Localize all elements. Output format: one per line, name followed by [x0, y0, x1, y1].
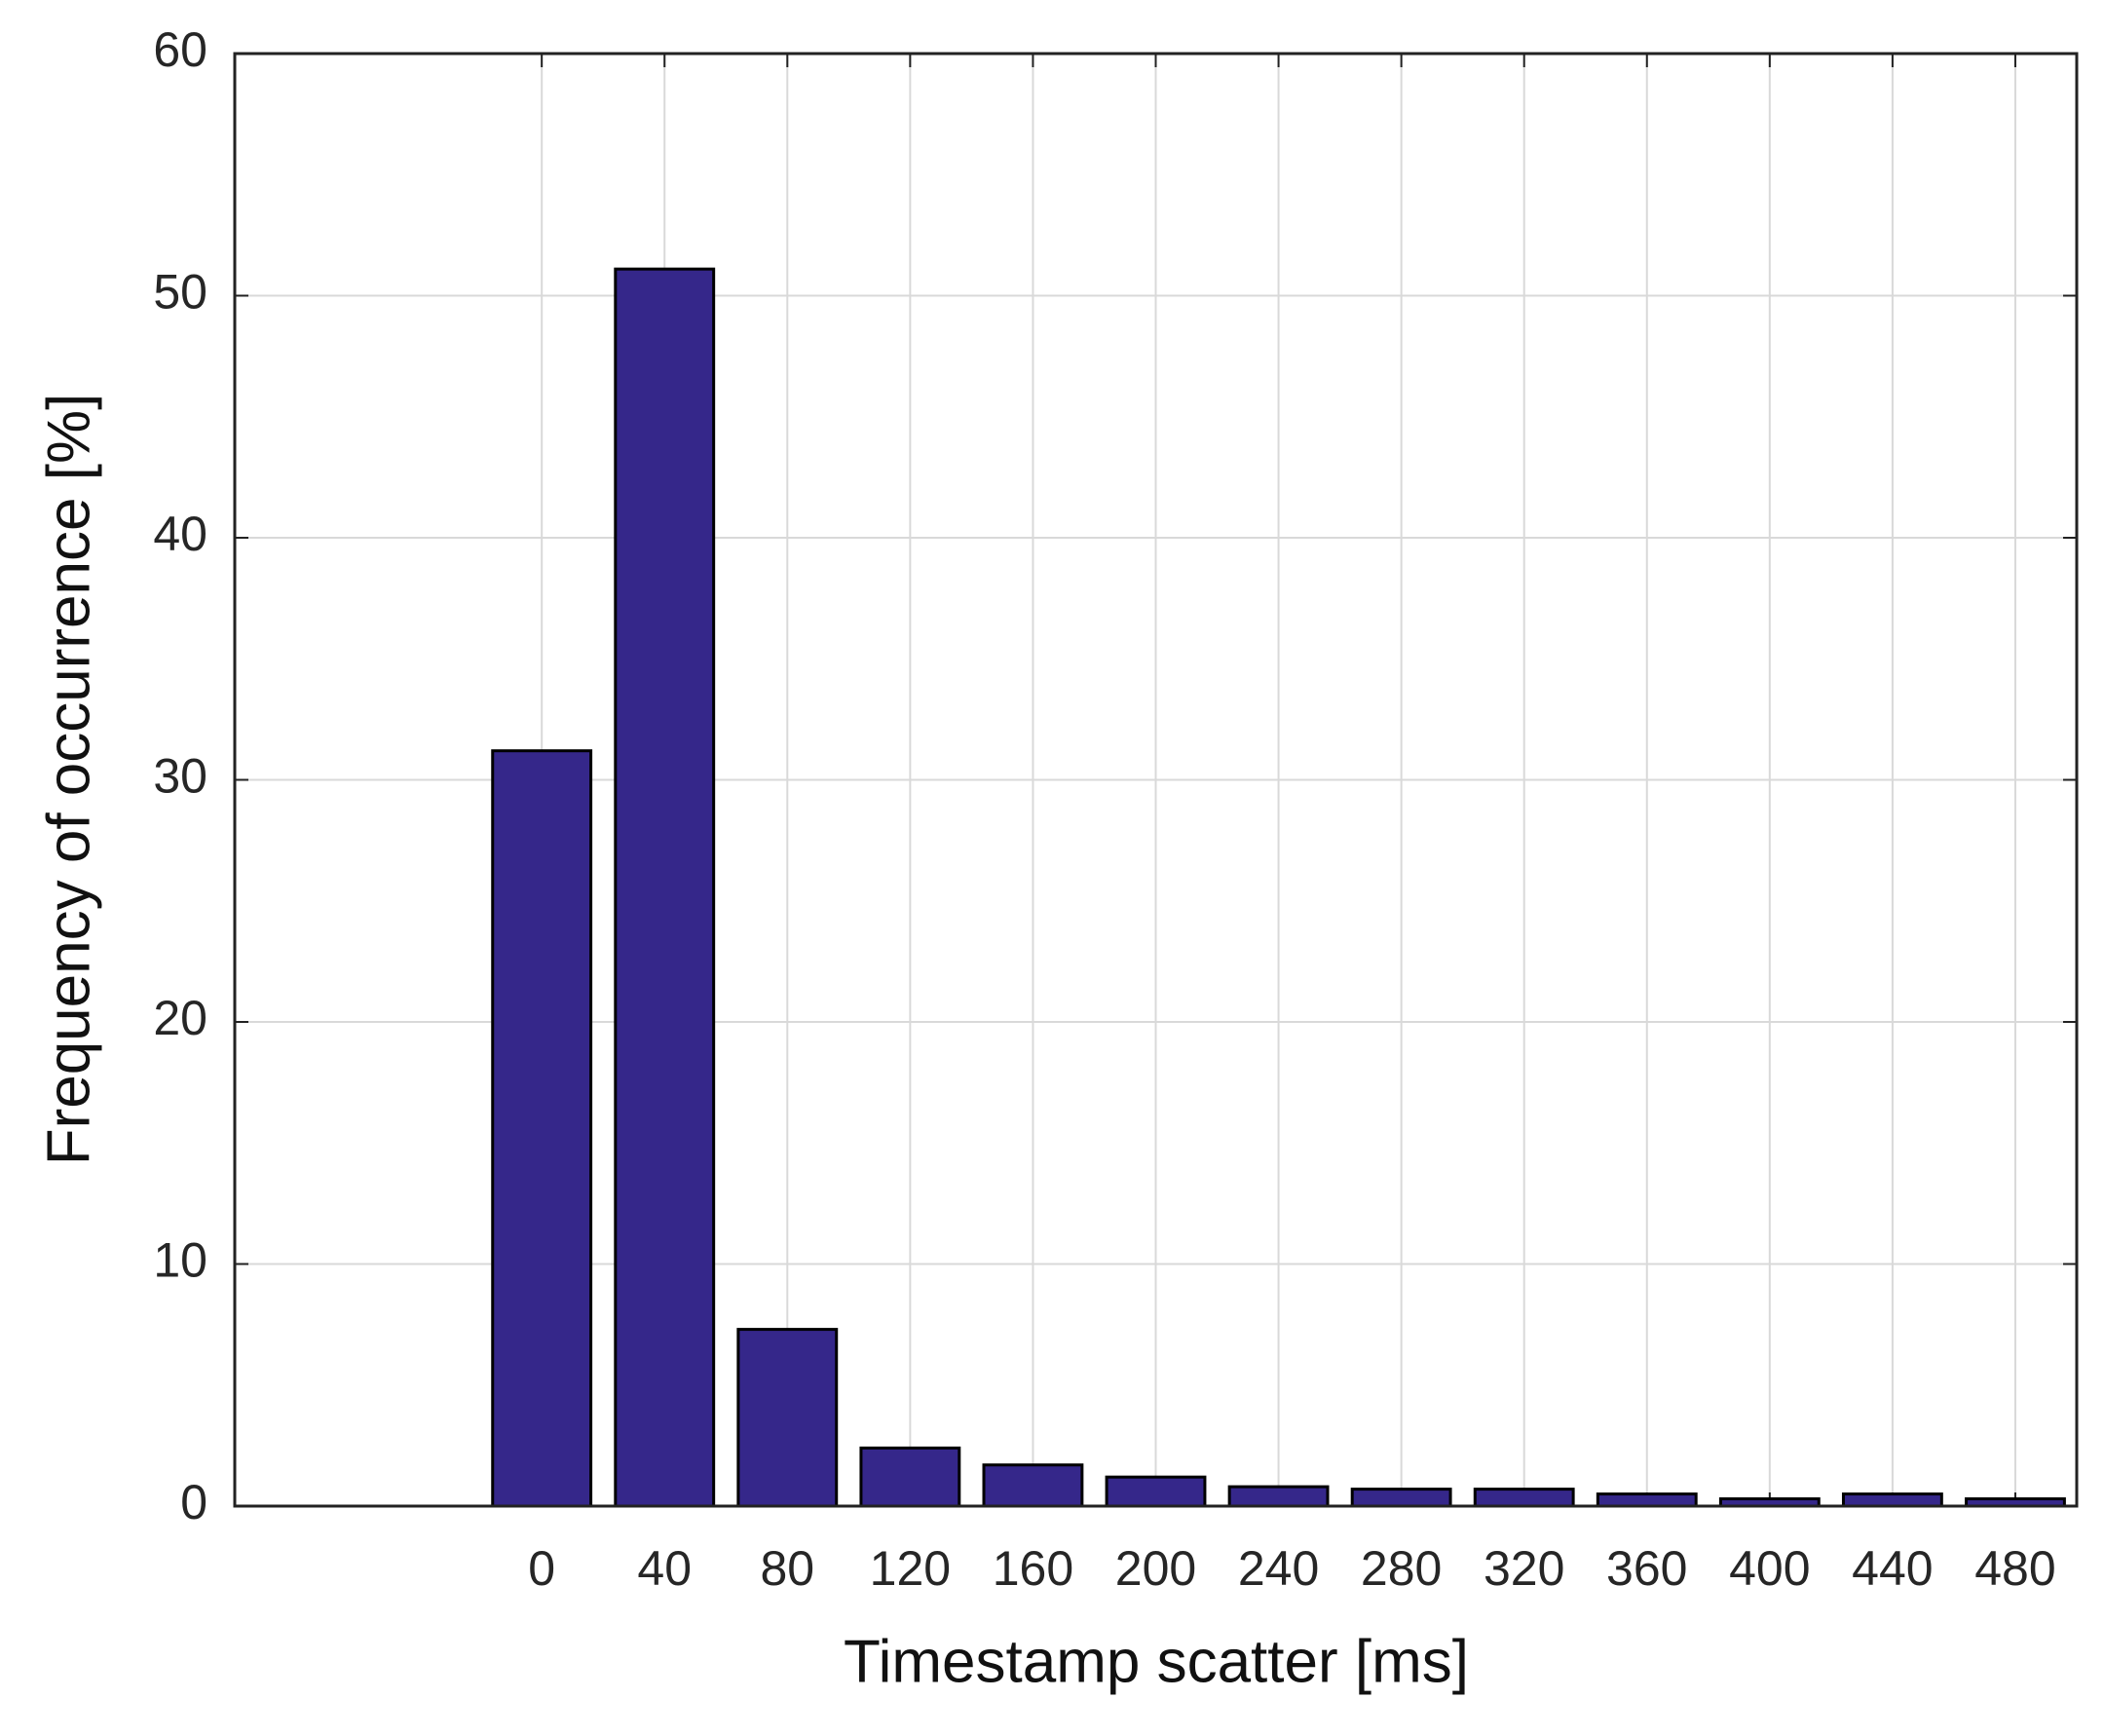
bar — [1227, 1485, 1330, 1508]
x-tick-label: 240 — [1238, 1541, 1319, 1596]
x-tick-label: 80 — [760, 1541, 814, 1596]
x-tick-label: 160 — [993, 1541, 1073, 1596]
bar — [736, 1328, 839, 1508]
x-tick-label: 280 — [1361, 1541, 1442, 1596]
y-tick-label: 0 — [180, 1475, 207, 1529]
bar — [1473, 1488, 1575, 1508]
bar — [1841, 1492, 1943, 1508]
y-tick-label: 60 — [153, 22, 207, 77]
bar — [1350, 1488, 1452, 1508]
x-tick-label: 400 — [1729, 1541, 1810, 1596]
y-tick-label: 20 — [153, 991, 207, 1045]
x-tick-label: 480 — [1974, 1541, 2055, 1596]
plot-frame — [233, 52, 2079, 1508]
x-tick-label: 0 — [528, 1541, 555, 1596]
y-tick-label: 50 — [153, 265, 207, 320]
x-tick-label: 40 — [637, 1541, 692, 1596]
x-tick-label: 360 — [1606, 1541, 1687, 1596]
y-axis-title: Frequency of occurrence [%] — [35, 394, 102, 1166]
x-tick-label: 200 — [1115, 1541, 1196, 1596]
x-tick-label: 320 — [1484, 1541, 1564, 1596]
bar — [1596, 1492, 1698, 1508]
bar — [859, 1446, 961, 1508]
bar — [1105, 1475, 1207, 1508]
bar — [491, 749, 593, 1508]
x-tick-label: 440 — [1852, 1541, 1933, 1596]
y-tick-label: 40 — [153, 507, 207, 561]
y-tick-label: 10 — [153, 1233, 207, 1288]
bar — [614, 267, 716, 1508]
x-tick-label: 120 — [870, 1541, 951, 1596]
y-tick-label: 30 — [153, 749, 207, 804]
x-axis-title: Timestamp scatter [ms] — [844, 1628, 1469, 1695]
bar — [982, 1463, 1084, 1508]
